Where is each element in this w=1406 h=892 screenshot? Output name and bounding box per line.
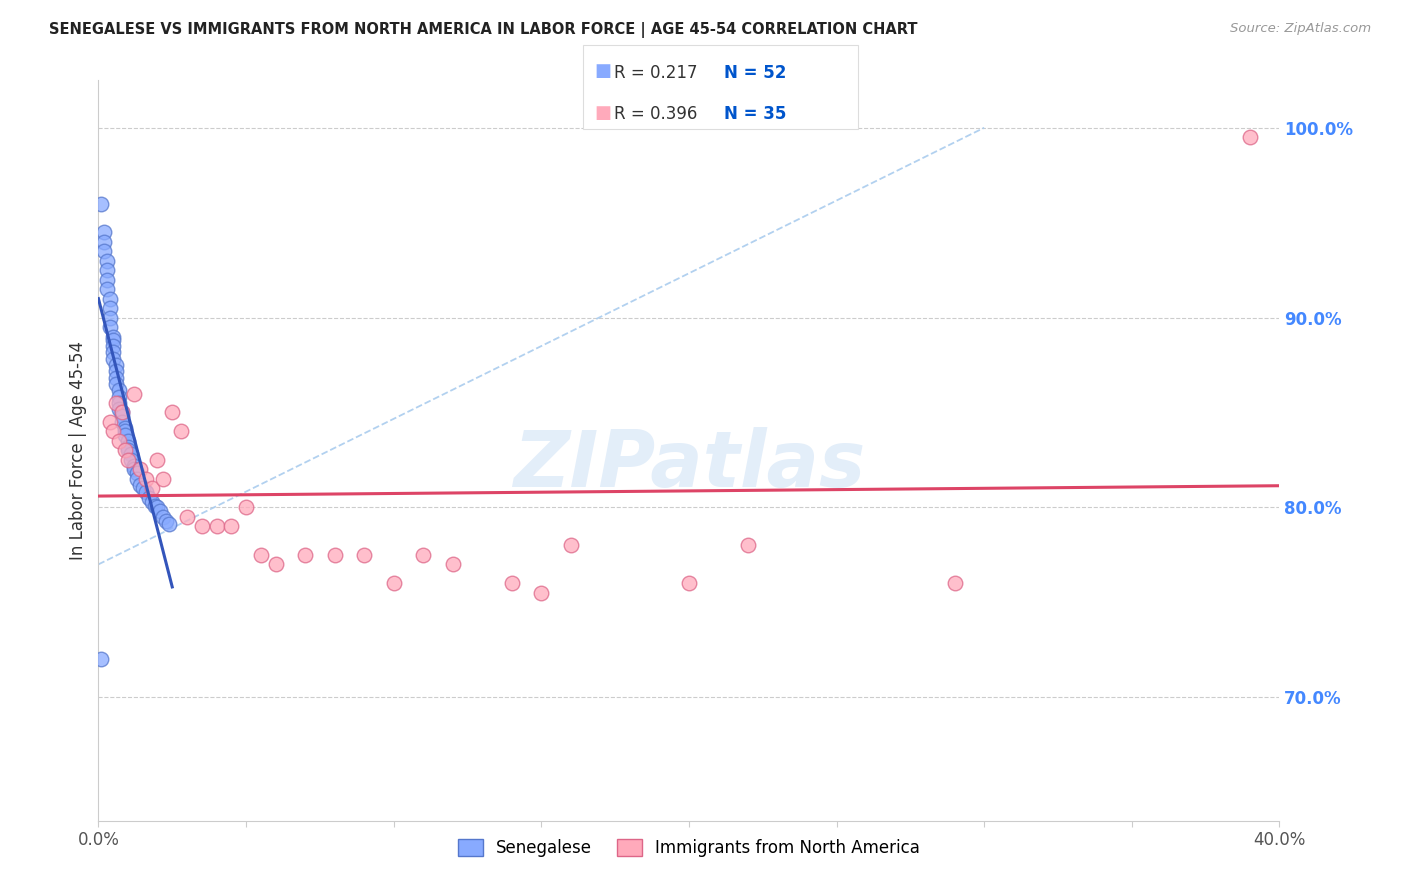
Point xyxy=(135,485,157,500)
Point xyxy=(105,364,128,378)
Point xyxy=(111,409,134,424)
Point xyxy=(125,472,148,486)
Point xyxy=(108,401,131,416)
Point xyxy=(93,244,115,259)
Point xyxy=(98,301,121,315)
Point xyxy=(93,235,115,249)
Point xyxy=(191,519,214,533)
Point xyxy=(128,477,150,491)
Point xyxy=(1239,130,1261,145)
Point xyxy=(138,491,160,505)
Point xyxy=(122,458,145,473)
Text: R = 0.217: R = 0.217 xyxy=(614,63,697,81)
Point xyxy=(120,447,142,461)
Point xyxy=(125,467,148,481)
Legend: Senegalese, Immigrants from North America: Senegalese, Immigrants from North Americ… xyxy=(451,832,927,864)
Point xyxy=(143,499,166,513)
Point xyxy=(98,415,121,429)
Point xyxy=(105,396,128,410)
Point xyxy=(96,253,118,268)
Point xyxy=(530,586,553,600)
Point xyxy=(108,390,131,404)
Point xyxy=(103,339,125,353)
Point xyxy=(264,558,287,572)
Point xyxy=(441,558,464,572)
Text: Source: ZipAtlas.com: Source: ZipAtlas.com xyxy=(1230,22,1371,36)
Point xyxy=(111,405,134,419)
Text: R = 0.396: R = 0.396 xyxy=(614,104,697,122)
Point xyxy=(114,420,136,434)
Point xyxy=(111,415,134,429)
Point xyxy=(108,396,131,410)
Point xyxy=(120,453,142,467)
Point xyxy=(250,548,273,562)
Point xyxy=(141,482,163,496)
Text: SENEGALESE VS IMMIGRANTS FROM NORTH AMERICA IN LABOR FORCE | AGE 45-54 CORRELATI: SENEGALESE VS IMMIGRANTS FROM NORTH AMER… xyxy=(49,22,918,38)
Point xyxy=(157,517,180,532)
Point xyxy=(114,425,136,439)
Point xyxy=(170,425,193,439)
Point xyxy=(162,405,183,419)
Point xyxy=(128,462,150,476)
Point xyxy=(96,263,118,277)
Point xyxy=(111,405,134,419)
Point xyxy=(98,320,121,334)
Point xyxy=(294,548,316,562)
Point xyxy=(122,462,145,476)
Point xyxy=(105,358,128,372)
Point xyxy=(152,472,174,486)
Point xyxy=(146,500,169,515)
Point xyxy=(205,519,228,533)
Point xyxy=(114,443,136,458)
Point xyxy=(103,352,125,367)
Point xyxy=(117,434,139,448)
Point xyxy=(135,472,157,486)
Point xyxy=(117,453,139,467)
Text: ■: ■ xyxy=(595,103,612,121)
Point xyxy=(737,538,759,552)
Y-axis label: In Labor Force | Age 45-54: In Labor Force | Age 45-54 xyxy=(69,341,87,560)
Point xyxy=(122,386,145,401)
Point xyxy=(98,292,121,306)
Point xyxy=(117,440,139,454)
Point xyxy=(560,538,582,552)
Point xyxy=(353,548,375,562)
Point xyxy=(176,509,198,524)
Point xyxy=(114,428,136,442)
Point xyxy=(221,519,243,533)
Point xyxy=(501,576,523,591)
Point xyxy=(103,334,125,348)
Text: N = 52: N = 52 xyxy=(724,63,786,81)
Point xyxy=(678,576,700,591)
Point xyxy=(108,434,131,448)
Point xyxy=(141,494,163,508)
Point xyxy=(98,310,121,325)
Point xyxy=(103,344,125,359)
Text: ZIPatlas: ZIPatlas xyxy=(513,427,865,503)
Point xyxy=(90,652,112,666)
Point xyxy=(235,500,257,515)
Point xyxy=(117,443,139,458)
Point xyxy=(96,282,118,296)
Point xyxy=(108,383,131,397)
Point xyxy=(323,548,346,562)
Point xyxy=(132,482,155,496)
Point xyxy=(96,272,118,286)
Text: ■: ■ xyxy=(595,62,612,79)
Point xyxy=(146,453,169,467)
Text: N = 35: N = 35 xyxy=(724,104,786,122)
Point xyxy=(149,504,172,518)
Point xyxy=(103,425,125,439)
Point xyxy=(90,196,112,211)
Point xyxy=(412,548,434,562)
Point xyxy=(105,377,128,392)
Point xyxy=(382,576,405,591)
Point xyxy=(93,225,115,239)
Point xyxy=(105,371,128,385)
Point xyxy=(155,514,177,528)
Point xyxy=(103,329,125,343)
Point xyxy=(943,576,966,591)
Point xyxy=(152,509,174,524)
